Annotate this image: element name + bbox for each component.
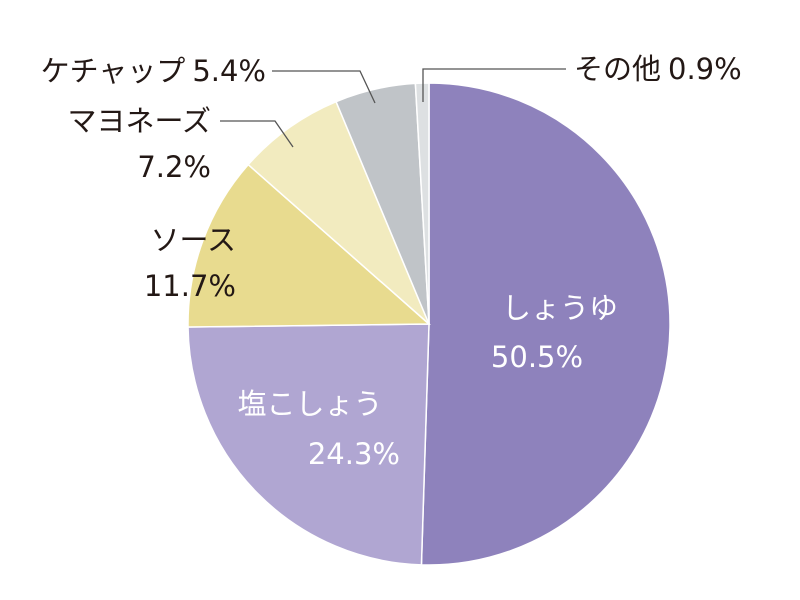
slice-label-ketchup: ケチャップ 5.4%	[41, 54, 266, 88]
pie-slice-mayonnaise	[247, 100, 430, 325]
slice-label-salt-pepper-value: 24.3%	[308, 437, 400, 471]
slice-label-other-name: その他	[574, 52, 661, 86]
pie-slices	[187, 82, 671, 566]
slice-label-salt-pepper-name: 塩こしょう	[237, 387, 382, 421]
pie-slice-shoyu	[420, 82, 671, 566]
leader-line-mayonnaise	[220, 120, 294, 148]
slice-label-other: その他 0.9%	[574, 52, 742, 86]
slice-label-sauce-value: 11.7%	[144, 269, 236, 303]
slice-label-ketchup-name: ケチャップ	[41, 54, 186, 88]
pie-slice-sauce	[187, 163, 431, 328]
slice-label-mayonnaise-name: マヨネーズ	[67, 104, 211, 138]
slice-label-shoyu-name: しょうゆ	[502, 291, 618, 325]
slice-label-mayonnaise-value: 7.2%	[137, 150, 211, 184]
leader-lines	[220, 68, 566, 148]
slice-label-ketchup-value: 5.4%	[192, 54, 266, 88]
leader-line-other	[422, 68, 566, 102]
leader-line-ketchup	[272, 70, 376, 104]
slice-label-sauce-name: ソース	[150, 223, 236, 257]
pie-slice-other	[414, 82, 430, 325]
slice-label-other-value: 0.9%	[668, 52, 742, 86]
pie-slice-salt-pepper	[187, 323, 430, 566]
slice-label-shoyu-value: 50.5%	[491, 340, 583, 374]
slice-labels: しょうゆ 50.5% 塩こしょう 24.3% ソース 11.7% マヨネーズ 7…	[41, 52, 742, 471]
